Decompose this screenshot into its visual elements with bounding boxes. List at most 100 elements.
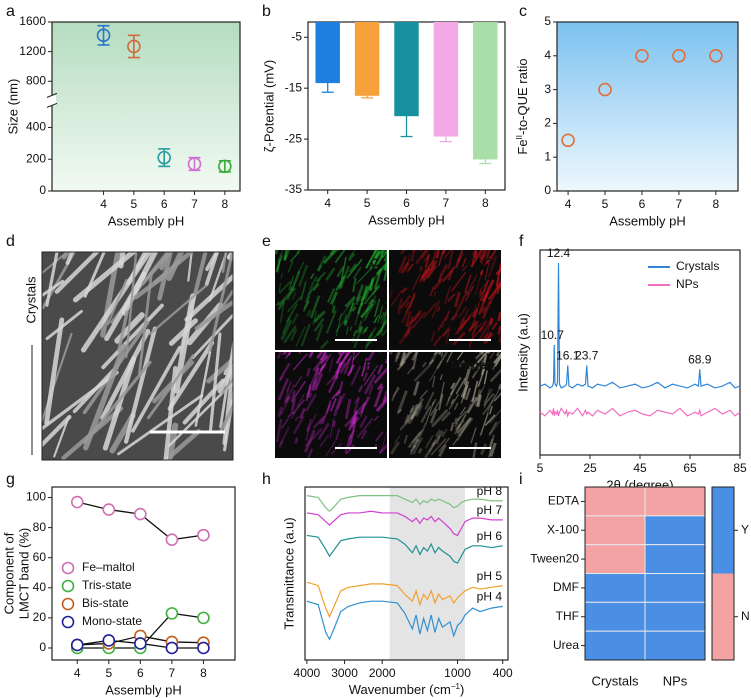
x-tick-label: 4 — [565, 197, 572, 211]
map-signal — [335, 313, 342, 337]
y-tick-label: 60 — [33, 550, 47, 564]
map-signal — [369, 298, 375, 305]
map-signal — [373, 366, 387, 384]
x-tick-label: 4000 — [294, 666, 321, 680]
map-signal — [367, 326, 377, 339]
legend-label: NPs — [676, 277, 699, 291]
map-signal — [355, 267, 373, 285]
map-signal — [313, 276, 318, 282]
map-signal — [377, 364, 384, 375]
map-signal — [335, 275, 346, 291]
map-signal — [349, 298, 355, 312]
map-signal — [478, 250, 486, 258]
map-signal — [436, 306, 441, 312]
y-axis-label-part: Fe — [515, 139, 530, 154]
map-signal — [320, 340, 330, 350]
map-signal — [344, 295, 357, 308]
map-signal — [481, 352, 485, 355]
map-signal — [312, 417, 324, 429]
map-signal — [325, 267, 336, 281]
map-signal — [294, 416, 299, 422]
map-signal — [305, 379, 317, 397]
map-signal — [497, 311, 501, 322]
map-signal — [476, 394, 482, 408]
map-signal — [429, 401, 440, 417]
map-signal — [454, 315, 472, 335]
map-signal — [439, 374, 443, 381]
series-label: pH 8 — [477, 484, 503, 498]
image-caption: Crystals — [23, 276, 38, 323]
map-signal — [374, 318, 378, 324]
map-signal — [359, 415, 368, 429]
map-signal — [468, 324, 477, 349]
series-line — [539, 407, 741, 419]
map-signal — [463, 365, 472, 386]
map-signal — [465, 273, 478, 296]
map-signal — [378, 443, 387, 455]
map-signal — [486, 394, 496, 413]
point — [709, 48, 723, 63]
map-signal — [491, 321, 498, 331]
map-signal — [438, 393, 444, 411]
heatmap-cell — [644, 573, 706, 603]
map-signal — [479, 254, 485, 261]
y-tick-label: 200 — [26, 151, 46, 165]
map-signal — [330, 291, 339, 305]
peak-label: 68.9 — [688, 352, 712, 366]
map-signal — [360, 302, 374, 319]
map-signal — [338, 352, 352, 368]
map-signal — [289, 251, 300, 263]
map-signal — [495, 263, 501, 287]
map-signal — [315, 323, 324, 342]
map-signal — [368, 384, 374, 396]
map-signal — [375, 397, 387, 413]
map-signal — [294, 437, 299, 444]
map-signal — [478, 288, 482, 294]
map-signal — [397, 298, 404, 315]
map-signal — [309, 352, 315, 357]
x-tick-label: 65 — [683, 461, 697, 475]
map-signal — [425, 401, 435, 425]
crystal-streak — [106, 278, 128, 326]
map-signal — [278, 362, 291, 381]
map-signal — [356, 284, 365, 302]
map-label: Fe — [365, 358, 379, 372]
point — [635, 48, 649, 63]
map-signal — [422, 260, 438, 283]
crystal-streak — [45, 252, 59, 307]
map-signal — [407, 315, 414, 335]
map-signal — [397, 390, 408, 413]
map-signal — [361, 357, 368, 377]
map-signal — [438, 250, 445, 267]
map-signal — [347, 410, 358, 431]
map-signal — [484, 414, 496, 427]
map-signal — [278, 375, 284, 383]
map-signal — [307, 448, 314, 458]
map-signal — [407, 366, 414, 375]
map-signal — [381, 395, 387, 403]
legend-label: Fe–maltol — [82, 560, 135, 574]
crystal-streak — [117, 394, 204, 456]
point — [157, 150, 171, 165]
legend-label: Crystals — [676, 259, 719, 273]
point — [197, 611, 210, 625]
map-signal — [281, 317, 291, 335]
y-tick-label: 100 — [26, 490, 46, 504]
map-signal — [397, 255, 407, 274]
heatmap-cell — [584, 573, 646, 603]
series-line — [539, 263, 741, 389]
x-axis-label: Assembly pH — [108, 213, 185, 228]
map-signal — [312, 310, 318, 326]
map-label: Merged — [450, 358, 493, 372]
crystal-streak — [42, 414, 72, 448]
x-tick-label: 8 — [221, 197, 228, 211]
map-signal — [423, 255, 429, 262]
map-signal — [415, 404, 423, 418]
crystal-streak — [220, 288, 233, 309]
map-signal — [436, 352, 449, 370]
map-signal — [458, 306, 468, 319]
x-tick-label: 8 — [200, 666, 207, 680]
map-signal — [368, 279, 375, 286]
map-signal — [371, 295, 377, 304]
map-signal — [447, 250, 454, 270]
